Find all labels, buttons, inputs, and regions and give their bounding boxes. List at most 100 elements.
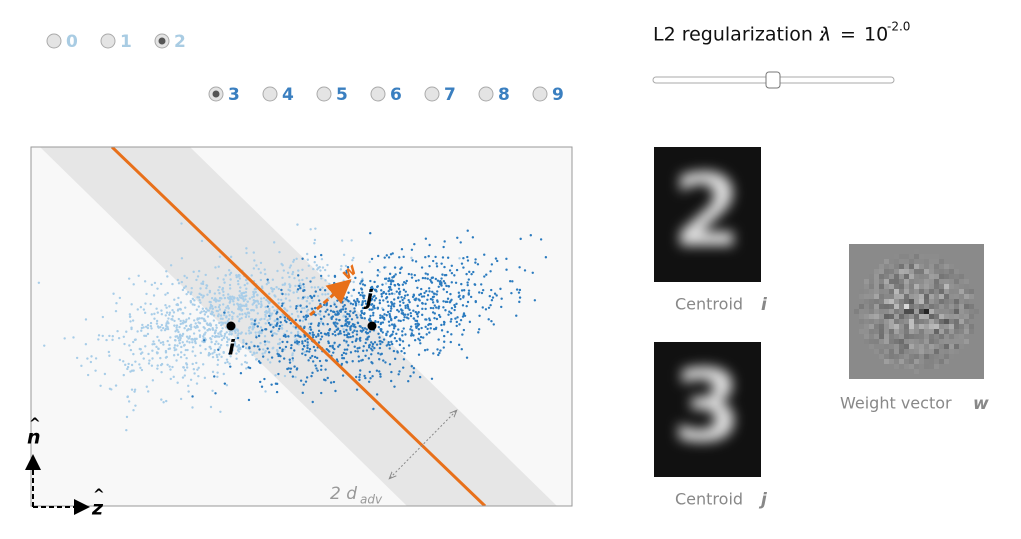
scatter-dot (261, 355, 265, 358)
scatter-dot (295, 305, 298, 308)
scatter-dot (462, 313, 466, 316)
scatter-dot (171, 309, 174, 312)
scatter-dot (187, 317, 191, 320)
scatter-dot (265, 311, 268, 314)
weight-pixel (879, 274, 884, 279)
scatter-dot (314, 227, 317, 230)
radio-option[interactable]: 3 (208, 85, 240, 105)
scatter-dot (223, 334, 226, 338)
radio-button[interactable] (424, 86, 440, 102)
slider[interactable] (652, 71, 895, 89)
scatter-dot (318, 313, 322, 316)
scatter-dot (344, 307, 347, 311)
scatter-dot (267, 321, 271, 325)
scatter-dot (397, 319, 400, 322)
scatter-dot (421, 276, 425, 280)
weight-pixel (919, 284, 924, 289)
radio-button[interactable] (532, 86, 548, 102)
scatter-dot (359, 293, 362, 297)
scatter-dot (387, 289, 390, 293)
scatter-dot (283, 319, 287, 322)
scatter-dot (161, 340, 165, 344)
radio-button[interactable] (100, 33, 116, 49)
scatter-dot (264, 305, 267, 309)
scatter-dot (37, 281, 41, 284)
radio-button[interactable] (478, 86, 494, 102)
weight-pixel (894, 299, 899, 304)
scatter-dot (410, 332, 414, 335)
slider-thumb[interactable] (765, 71, 781, 89)
plot: w i j 2 d adv (30, 146, 573, 507)
radio-button[interactable] (46, 33, 62, 49)
scatter-dot (143, 334, 146, 337)
radio-button[interactable] (316, 86, 332, 102)
scatter-dot (250, 309, 253, 312)
scatter-dot (488, 294, 491, 298)
scatter-dot (252, 295, 256, 298)
scatter-dot (89, 360, 93, 364)
scatter-dot (393, 385, 396, 388)
weight-pixel (919, 289, 924, 294)
radio-button[interactable] (262, 86, 278, 102)
scatter-dot (367, 346, 371, 349)
scatter-dot (277, 298, 280, 301)
weight-pixel (919, 299, 924, 304)
weight-pixel (944, 309, 949, 314)
weight-pixel (874, 344, 879, 349)
weight-pixel (939, 339, 944, 344)
scatter-dot (443, 340, 446, 343)
weight-pixel (869, 294, 874, 299)
scatter-dot (215, 326, 218, 329)
radio-option[interactable]: 4 (262, 85, 294, 105)
scatter-dot (326, 292, 330, 296)
scatter-dot (152, 294, 156, 297)
weight-pixel (914, 254, 919, 259)
scatter-dot (284, 345, 288, 349)
radio-option[interactable]: 1 (100, 32, 132, 52)
scatter-dot (219, 333, 222, 336)
radio-option[interactable]: 7 (424, 85, 456, 105)
weight-pixel (949, 264, 954, 269)
weight-pixel (939, 329, 944, 334)
weight-pixel (964, 334, 969, 339)
scatter-dot (494, 257, 498, 260)
radio-option[interactable]: 8 (478, 85, 510, 105)
scatter-dot (176, 381, 179, 384)
scatter-dot (288, 283, 291, 286)
scatter-dot (147, 390, 150, 393)
scatter-dot (198, 344, 202, 347)
scatter-dot (474, 300, 477, 304)
weight-pixel (874, 274, 879, 279)
radio-button[interactable] (370, 86, 386, 102)
scatter-dot (376, 274, 379, 277)
scatter-dot (418, 375, 422, 379)
radio-option[interactable]: 0 (46, 32, 78, 52)
radio-option[interactable]: 5 (316, 85, 348, 105)
radio-option[interactable]: 6 (370, 85, 402, 105)
scatter-dot (467, 293, 470, 296)
weight-pixel (944, 284, 949, 289)
weight-pixel (934, 329, 939, 334)
scatter-dot (134, 338, 137, 341)
scatter-dot (204, 331, 207, 334)
scatter-dot (236, 302, 239, 306)
scatter-dot (389, 282, 393, 286)
scatter-dot (442, 323, 446, 326)
radio-option[interactable]: 9 (532, 85, 564, 105)
scatter-dot (278, 360, 281, 363)
scatter-dot (219, 410, 222, 413)
scatter-dot (443, 265, 446, 269)
scatter-dot (402, 347, 405, 350)
weight-pixel (874, 284, 879, 289)
scatter-dot (332, 380, 336, 384)
radio-option[interactable]: 2 (154, 32, 186, 52)
scatter-dot (313, 260, 316, 264)
scatter-dot (235, 274, 238, 277)
scatter-dot (273, 309, 276, 312)
weight-pixel (924, 359, 929, 364)
scatter-dot (477, 331, 480, 334)
weight-pixel (874, 324, 879, 329)
weight-pixel (929, 344, 934, 349)
scatter-dot (125, 428, 128, 432)
scatter-dot (153, 312, 156, 316)
